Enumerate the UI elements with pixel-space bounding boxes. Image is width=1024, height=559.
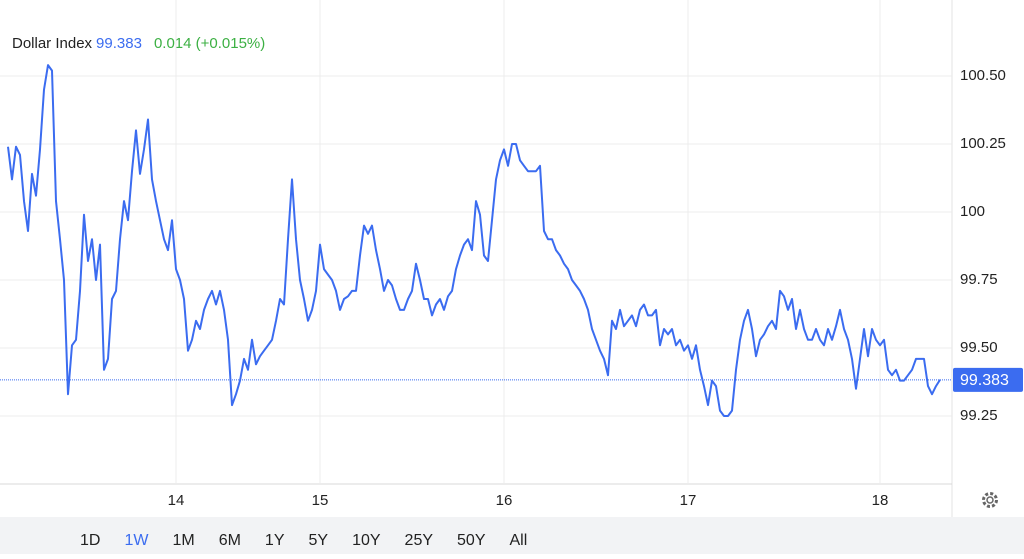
- y-tick-label: 100: [960, 203, 985, 220]
- range-button[interactable]: 10Y: [352, 532, 381, 549]
- settings-icon[interactable]: [982, 492, 998, 508]
- range-button[interactable]: 1D: [80, 532, 100, 549]
- last-price-label: 99.383: [960, 372, 1009, 389]
- y-tick-label: 99.50: [960, 339, 998, 356]
- header-change: 0.014 (+0.015%): [154, 35, 265, 52]
- x-tick-label: 15: [312, 492, 329, 509]
- range-bar: [0, 517, 1024, 554]
- range-button[interactable]: 6M: [219, 532, 241, 549]
- last-price-box: [953, 367, 1023, 392]
- range-button[interactable]: All: [509, 532, 527, 549]
- chart-title: Dollar Index: [12, 35, 93, 52]
- range-button[interactable]: 50Y: [457, 532, 486, 549]
- x-tick-label: 14: [168, 492, 185, 509]
- range-button[interactable]: 25Y: [405, 532, 434, 549]
- y-tick-label: 100.25: [960, 135, 1006, 152]
- y-tick-label: 99.25: [960, 407, 998, 424]
- price-line: [7, 64, 941, 417]
- y-tick-label: 100.50: [960, 67, 1006, 84]
- range-button[interactable]: 1W: [124, 532, 149, 549]
- x-tick-label: 18: [872, 492, 889, 509]
- range-button[interactable]: 5Y: [309, 532, 329, 549]
- y-tick-label: 99.75: [960, 271, 998, 288]
- header-price: 99.383: [96, 35, 142, 52]
- x-tick-label: 17: [680, 492, 697, 509]
- range-button[interactable]: 1Y: [265, 532, 285, 549]
- range-button[interactable]: 1M: [172, 532, 194, 549]
- x-tick-label: 16: [496, 492, 513, 509]
